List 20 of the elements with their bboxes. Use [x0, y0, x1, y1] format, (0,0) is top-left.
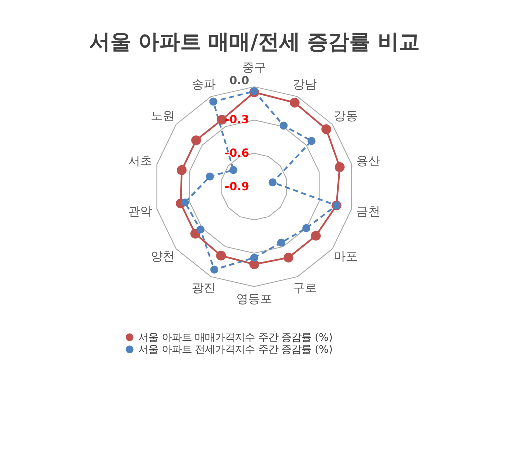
- y-tick-label: -0.6: [224, 147, 250, 160]
- spoke-label: 관악: [128, 204, 153, 218]
- chart-title: 서울 아파트 매매/전세 증감률 비교: [89, 30, 420, 54]
- spoke-label: 용산: [356, 154, 380, 168]
- spoke-label: 구로: [293, 281, 318, 296]
- spoke-label: 양천: [151, 250, 176, 264]
- spoke-label: 강동: [334, 108, 358, 123]
- spoke-label: 중구: [242, 60, 266, 74]
- y-tick-label: 0.0: [230, 74, 250, 88]
- legend-label: 서울 아파트 전세가격지수 주간 증감률 (%): [138, 344, 333, 356]
- spoke-label: 영등포: [236, 292, 272, 306]
- y-tick-label: -0.9: [224, 180, 250, 194]
- spoke-label: 노원: [151, 108, 176, 123]
- spoke-label: 금천: [356, 204, 380, 218]
- spoke-label: 광진: [192, 281, 216, 296]
- spoke-label: 마포: [334, 250, 358, 264]
- spoke-label: 송파: [192, 78, 216, 92]
- spoke-label: 강남: [293, 78, 318, 92]
- spoke-label: 서초: [128, 154, 153, 168]
- legend-label: 서울 아파트 매매가격지수 주간 증감률 (%): [138, 332, 333, 344]
